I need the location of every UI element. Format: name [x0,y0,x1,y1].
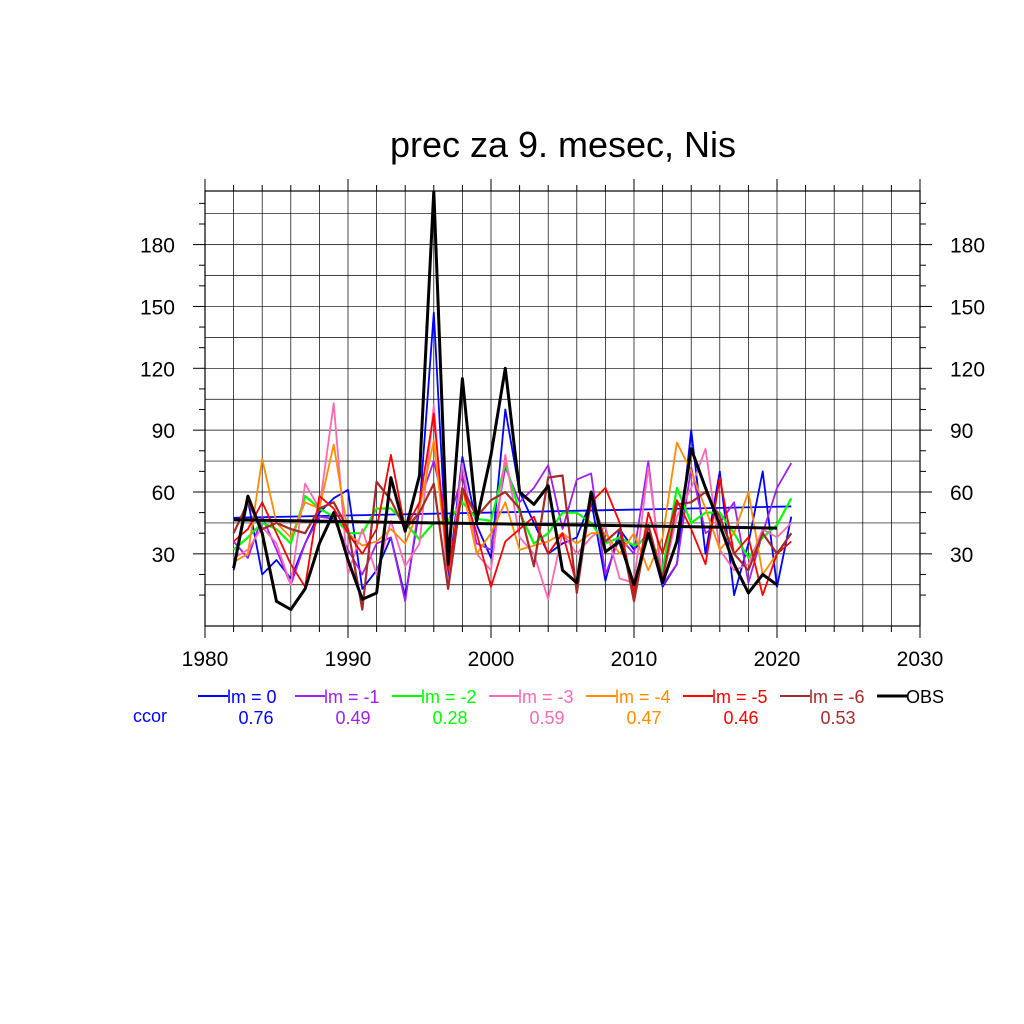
ccor-value: 0.28 [432,708,467,728]
y-tick-label-right: 180 [950,235,985,258]
y-tick-label-left: 180 [140,235,175,258]
plot-frame [204,190,921,627]
y-tick-label-right: 90 [950,420,973,443]
y-tick-label-left: 120 [140,358,175,381]
x-tick-label: 1980 [182,648,229,671]
legend-label: lm = -6 [809,687,865,707]
grid [205,191,920,626]
y-tick-label-left: 30 [152,544,175,567]
y-tick-label-left: 60 [152,482,175,505]
y-tick-label-left: 150 [140,296,175,319]
legend-label: lm = -1 [324,687,380,707]
plot-area [232,191,793,611]
chart-title: prec za 9. mesec, Nis [390,124,736,165]
trend-line-0 [233,505,792,519]
legend-label: lm = -3 [518,687,574,707]
x-tick-label: 2000 [468,648,515,671]
series-line-2 [232,462,793,572]
legend-label: lm = -2 [421,687,477,707]
y-tick-label-right: 150 [950,296,985,319]
ccor-label: ccor [133,706,167,726]
trend-line-7 [233,518,778,530]
x-tick-label: 2030 [897,648,944,671]
legend-label: lm = 0 [227,687,277,707]
series-line-1 [232,460,793,603]
x-tick-label: 1990 [325,648,372,671]
ccor-value: 0.53 [820,708,855,728]
legend-label: OBS [906,687,944,707]
series-line-5 [233,412,792,596]
axis-ticks: 1980 1990 2000 2010 2020 2030 30 30 60 60 90 90 120 1… [140,179,985,671]
y-tick-label-right: 60 [950,482,973,505]
legend-label: lm = -4 [615,687,671,707]
x-tick-label: 2020 [754,648,801,671]
series-line-6 [232,474,793,611]
plot-border [204,190,921,627]
series-line-4 [233,439,793,576]
ccor-value: 0.76 [238,708,273,728]
y-tick-label-right: 30 [950,544,973,567]
ccor-value: 0.49 [335,708,370,728]
ccor-value: 0.47 [626,708,661,728]
legend-label: lm = -5 [712,687,768,707]
series-line-7 [232,191,778,611]
ccor-value: 0.46 [723,708,758,728]
y-tick-label-right: 120 [950,358,985,381]
x-tick-label: 2010 [611,648,658,671]
ccor-value: 0.59 [529,708,564,728]
y-tick-label-left: 90 [152,420,175,443]
